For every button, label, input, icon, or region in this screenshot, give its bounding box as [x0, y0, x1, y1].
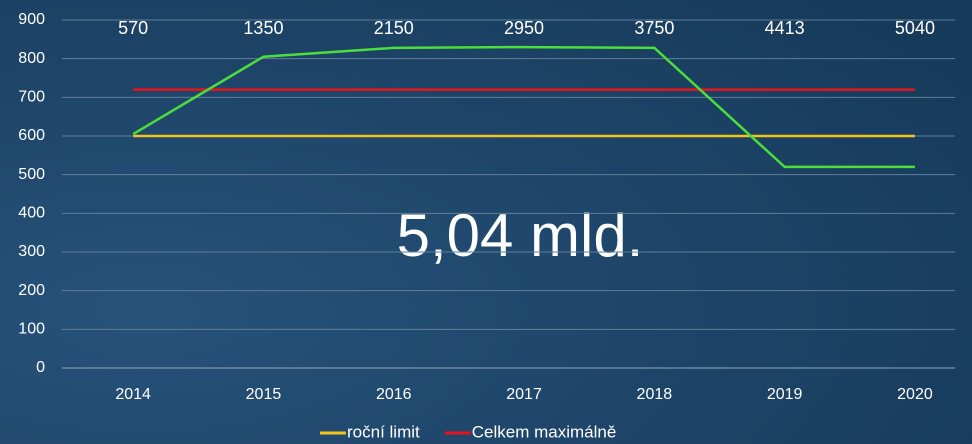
- y-tick-label: 700: [18, 89, 45, 106]
- x-tick-label: 2020: [897, 386, 933, 403]
- annotation: 2950: [504, 18, 544, 38]
- x-tick-label: 2016: [376, 386, 412, 403]
- legend-label: roční limit: [347, 422, 420, 441]
- annotation: 1350: [243, 18, 283, 38]
- x-tick-label: 2019: [767, 386, 803, 403]
- y-tick-label: 500: [18, 166, 45, 183]
- x-tick-label: 2014: [115, 386, 151, 403]
- y-tick-label: 300: [18, 243, 45, 260]
- y-tick-label: 800: [18, 50, 45, 67]
- y-tick-label: 400: [18, 205, 45, 222]
- center-text: 5,04 mld.: [397, 202, 644, 269]
- x-tick-label: 2017: [506, 386, 542, 403]
- annotation: 570: [118, 18, 148, 38]
- y-tick-label: 600: [18, 127, 45, 144]
- x-tick-label: 2018: [637, 386, 673, 403]
- annotation: 3750: [634, 18, 674, 38]
- y-tick-label: 900: [18, 11, 45, 28]
- annotation: 5040: [895, 18, 935, 38]
- x-tick-label: 2015: [246, 386, 282, 403]
- y-tick-label: 200: [18, 282, 45, 299]
- annotation: 4413: [765, 18, 805, 38]
- legend-label: Celkem maximálně: [472, 422, 617, 441]
- y-tick-label: 100: [18, 321, 45, 338]
- line-series: [132, 45, 915, 169]
- annotation: 2150: [374, 18, 414, 38]
- y-tick-label: 0: [36, 359, 45, 376]
